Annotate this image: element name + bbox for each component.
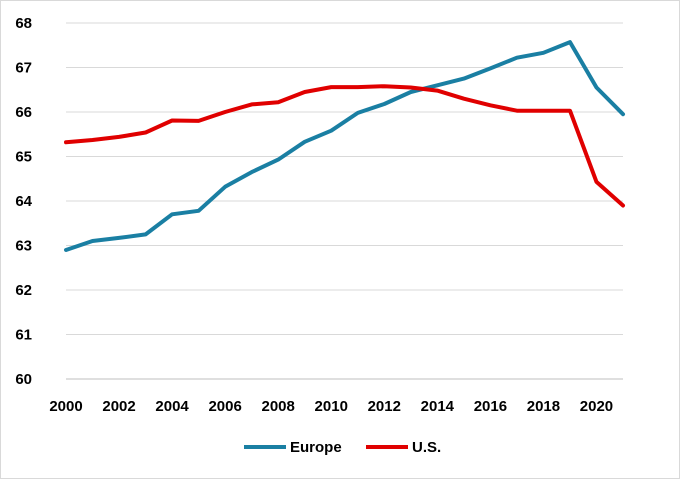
- y-tick-label: 61: [15, 327, 32, 344]
- x-tick-label: 2016: [474, 398, 507, 415]
- legend: Europe U.S.: [244, 439, 441, 456]
- x-tick-label: 2006: [208, 398, 241, 415]
- legend-label-europe: Europe: [290, 439, 342, 456]
- x-axis-ticks: 2000 2002 2004 2006 2008 2010 2012 2014 2016 2018…: [49, 398, 613, 415]
- y-tick-label: 64: [15, 193, 32, 210]
- x-tick-label: 2008: [262, 398, 295, 415]
- x-tick-label: 2020: [580, 398, 613, 415]
- x-tick-label: 2010: [315, 398, 348, 415]
- y-tick-label: 65: [15, 149, 32, 166]
- series-lines: [64, 40, 625, 252]
- y-tick-label: 63: [15, 238, 32, 255]
- legend-label-us: U.S.: [412, 439, 441, 456]
- x-tick-label: 2004: [155, 398, 189, 415]
- x-tick-label: 2018: [527, 398, 560, 415]
- y-tick-label: 67: [15, 60, 32, 77]
- y-tick-label: 62: [15, 282, 32, 299]
- x-tick-label: 2014: [421, 398, 455, 415]
- y-tick-label: 60: [15, 371, 32, 388]
- x-tick-label: 2000: [49, 398, 82, 415]
- y-tick-label: 68: [15, 15, 32, 32]
- gridlines: [66, 22, 623, 380]
- y-tick-label: 66: [15, 104, 32, 121]
- x-tick-label: 2002: [102, 398, 135, 415]
- x-tick-label: 2012: [368, 398, 401, 415]
- series-line-europe: [64, 40, 625, 252]
- y-axis-ticks: 60 61 62 63 64 65 66 67 68: [15, 15, 32, 388]
- series-line-us: [64, 84, 625, 208]
